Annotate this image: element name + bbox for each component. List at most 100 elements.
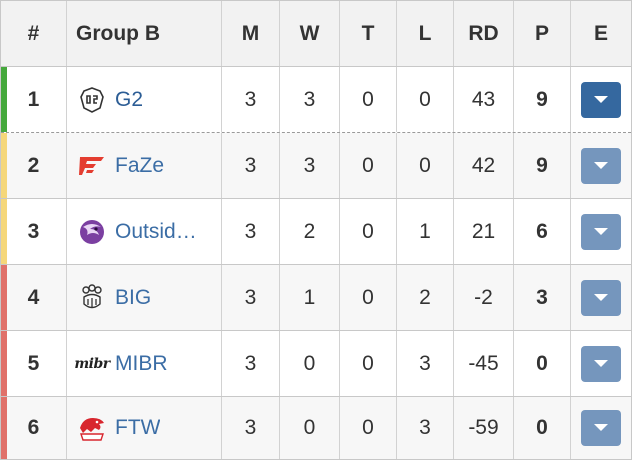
chevron-down-icon: [594, 227, 608, 235]
rank-cell: 3: [1, 199, 67, 264]
header-points: P: [514, 1, 571, 66]
rank-cell: 1: [1, 67, 67, 132]
ties-value: 0: [340, 67, 397, 132]
matches-value: 3: [222, 397, 280, 459]
expand-button[interactable]: [581, 213, 621, 250]
points-value: 3: [514, 265, 571, 330]
rank-cell: 2: [1, 133, 67, 198]
team-name-link[interactable]: MIBR: [115, 351, 168, 375]
losses-value: 0: [397, 67, 454, 132]
outsiders-logo-icon: [77, 217, 107, 247]
rank-cell: 6: [1, 397, 67, 459]
expand-cell: [571, 397, 631, 459]
header-expand: E: [593, 21, 608, 45]
team-cell[interactable]: FTW: [67, 397, 222, 459]
rank-value: 3: [27, 219, 40, 243]
points-value: 0: [514, 397, 571, 459]
losses-value: 3: [397, 331, 454, 396]
team-cell[interactable]: Outsid…: [67, 199, 222, 264]
header-matches: M: [222, 1, 280, 66]
header-rank: #: [1, 1, 67, 66]
losses-value: 2: [397, 265, 454, 330]
rank-value: 6: [27, 416, 40, 439]
team-cell[interactable]: BIG: [67, 265, 222, 330]
team-name-link[interactable]: BIG: [115, 285, 152, 309]
table-row: 2 FaZe 3 3 0 0 42 9: [1, 133, 631, 199]
wins-value: 1: [280, 265, 340, 330]
ties-value: 0: [340, 199, 397, 264]
chevron-down-icon: [594, 424, 608, 431]
qualification-accent: [1, 331, 7, 396]
chevron-down-icon: [594, 359, 608, 367]
team-cell[interactable]: mibr MIBR: [67, 331, 222, 396]
qualification-accent: [1, 199, 7, 264]
team-name-link[interactable]: FaZe: [115, 153, 165, 177]
rank-value: 2: [27, 153, 40, 177]
matches-value: 3: [222, 67, 280, 132]
team-name-link[interactable]: G2: [115, 87, 144, 111]
ties-value: 0: [340, 265, 397, 330]
wins-value: 3: [280, 133, 340, 198]
ties-value: 0: [340, 397, 397, 459]
points-value: 9: [514, 67, 571, 132]
expand-cell: [571, 265, 631, 330]
round-diff-value: 42: [454, 133, 514, 198]
matches-value: 3: [222, 331, 280, 396]
losses-value: 1: [397, 199, 454, 264]
expand-cell: [571, 67, 631, 132]
round-diff-value: -2: [454, 265, 514, 330]
table-row: 3 Outsid… 3 2 0 1 21 6: [1, 199, 631, 265]
points-value: 6: [514, 199, 571, 264]
expand-button[interactable]: [581, 81, 621, 118]
rank-value: 1: [27, 87, 40, 111]
round-diff-value: 21: [454, 199, 514, 264]
expand-button[interactable]: [581, 147, 621, 184]
round-diff-value: -59: [454, 397, 514, 459]
table-header-row: # Group B M W T L RD P E: [1, 1, 631, 67]
big-logo-icon: [77, 283, 107, 313]
mibr-logo-icon: mibr: [74, 355, 110, 372]
matches-value: 3: [222, 133, 280, 198]
wins-value: 0: [280, 397, 340, 459]
expand-button[interactable]: [581, 410, 621, 446]
team-cell[interactable]: G2: [67, 67, 222, 132]
round-diff-value: 43: [454, 67, 514, 132]
round-diff-value: -45: [454, 331, 514, 396]
expand-cell: [571, 133, 631, 198]
expand-button[interactable]: [581, 279, 621, 316]
chevron-down-icon: [594, 293, 608, 301]
points-value: 0: [514, 331, 571, 396]
qualification-accent: [1, 265, 7, 330]
table-row: 5 mibr MIBR 3 0 0 3 -45 0: [1, 331, 631, 397]
table-row: 1 G2 3 3 0 0 43 9: [1, 67, 631, 133]
wins-value: 2: [280, 199, 340, 264]
qualification-accent: [1, 397, 7, 459]
header-wins: W: [280, 1, 340, 66]
chevron-down-icon: [594, 95, 608, 103]
header-round-diff: RD: [454, 1, 514, 66]
faze-logo-icon: [77, 151, 107, 181]
matches-value: 3: [222, 265, 280, 330]
table-row: 6 FTW 3 0 0 3 -59 0: [1, 397, 631, 459]
header-ties: T: [340, 1, 397, 66]
table-row: 4 BIG 3 1 0 2 -2 3: [1, 265, 631, 331]
qualification-accent: [1, 67, 7, 132]
matches-value: 3: [222, 199, 280, 264]
team-name-link[interactable]: Outsid…: [115, 219, 197, 243]
losses-value: 3: [397, 397, 454, 459]
expand-cell: [571, 331, 631, 396]
expand-button[interactable]: [581, 345, 621, 382]
header-losses: L: [397, 1, 454, 66]
rank-cell: 4: [1, 265, 67, 330]
header-group: Group B: [67, 1, 222, 66]
team-name-link[interactable]: FTW: [115, 416, 161, 439]
rank-cell: 5: [1, 331, 67, 396]
points-value: 9: [514, 133, 571, 198]
ties-value: 0: [340, 331, 397, 396]
team-cell[interactable]: FaZe: [67, 133, 222, 198]
expand-cell: [571, 199, 631, 264]
qualification-accent: [1, 133, 7, 198]
wins-value: 3: [280, 67, 340, 132]
losses-value: 0: [397, 133, 454, 198]
